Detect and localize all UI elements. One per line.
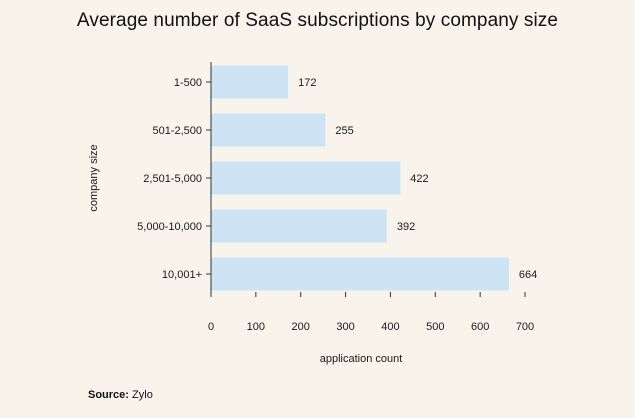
category-label-1: 501-2,500 [152,125,202,137]
labels-layer: 1-500 172 501-2,500 255 2,501-5,000 422 5,000-… [88,77,537,365]
value-label-3: 392 [397,221,415,233]
y-axis-label: company size [88,144,100,211]
bar-0 [211,65,289,99]
bar-2 [211,161,401,195]
source-value: Zylo [132,389,153,401]
x-tick-label-3: 300 [336,321,354,333]
x-axis-label: application count [320,353,403,365]
bars-layer [211,65,509,291]
bar-1 [211,113,326,147]
category-label-3: 5,000-10,000 [137,221,202,233]
axes-layer [206,62,526,297]
value-label-2: 422 [410,173,428,185]
bar-3 [211,209,387,243]
value-label-0: 172 [298,77,316,89]
x-tick-label-6: 600 [471,321,489,333]
value-label-1: 255 [335,125,353,137]
category-label-4: 10,001+ [162,269,202,281]
source-label: Source: [88,389,129,401]
bar-4 [211,257,509,291]
x-tick-label-2: 200 [292,321,310,333]
chart-title: Average number of SaaS subscriptions by … [76,10,559,31]
category-label-0: 1-500 [174,77,202,89]
source-credit: Source: Zylo [88,389,153,401]
x-tick-label-4: 400 [381,321,399,333]
value-label-4: 664 [519,269,537,281]
x-tick-label-5: 500 [426,321,444,333]
x-tick-label-0: 0 [208,321,214,333]
x-tick-label-1: 100 [247,321,265,333]
x-tick-label-7: 700 [516,321,534,333]
category-label-2: 2,501-5,000 [143,173,202,185]
